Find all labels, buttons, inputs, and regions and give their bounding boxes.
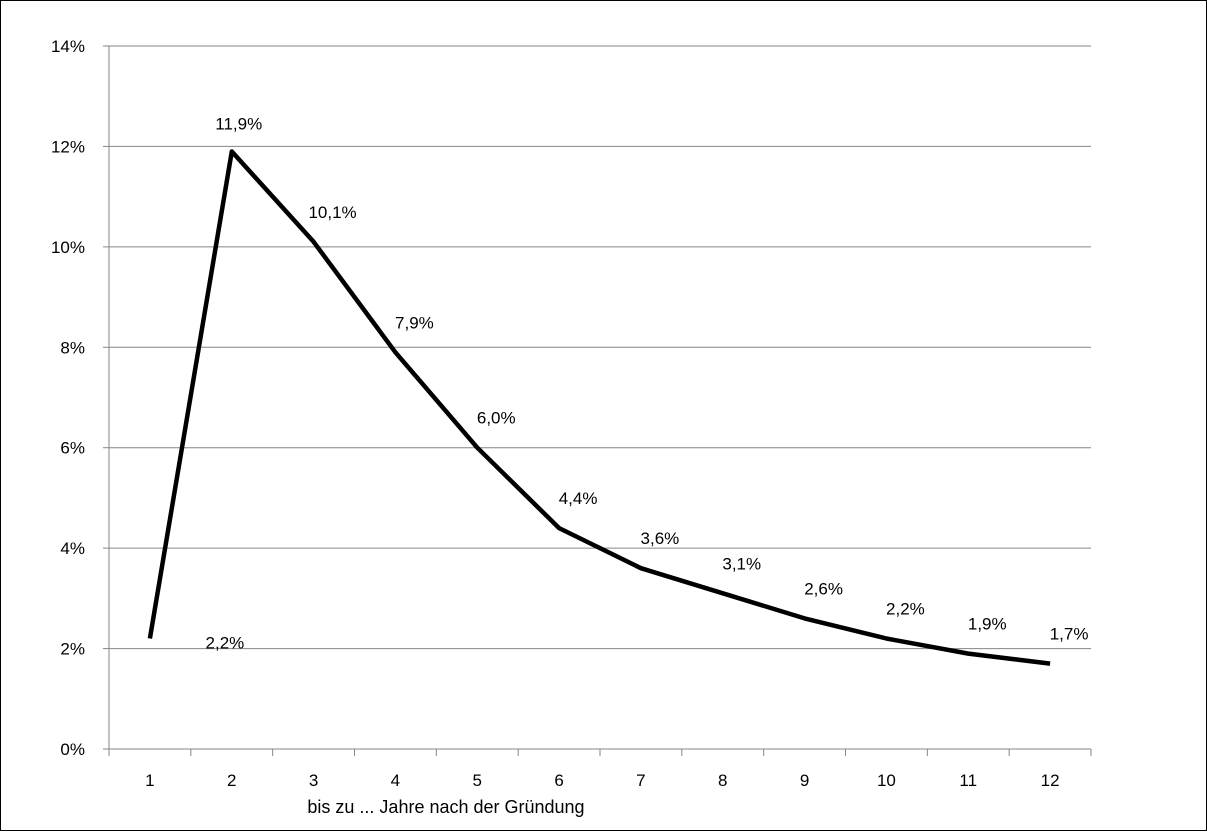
x-axis-tick-label: 11 (959, 771, 977, 790)
data-label: 4,4% (559, 489, 598, 508)
y-axis-tick-label: 4% (60, 539, 85, 558)
y-axis-tick-label: 2% (60, 640, 85, 659)
data-label: 10,1% (308, 203, 356, 222)
x-axis-tick-label: 5 (473, 771, 482, 790)
data-label: 11,9% (215, 114, 262, 133)
data-label: 1,7% (1050, 625, 1089, 644)
axes (103, 45, 1092, 756)
data-labels: 2,2% 11,9% 10,1% 7,9% 6,0% 4,4% 3,6% 3,1% 2,6% 2,… (206, 114, 1089, 652)
y-axis-tick-label: 12% (51, 137, 85, 156)
x-axis-tick-label: 9 (800, 771, 809, 790)
series-lines (147, 149, 1051, 666)
y-axis-tick-label: 0% (60, 740, 85, 759)
y-axis-tick-label: 8% (60, 338, 85, 357)
x-axis-tick-labels: 1 2 3 4 5 6 7 8 9 10 11 12 (145, 771, 1059, 790)
x-axis-tick-label: 4 (391, 771, 400, 790)
data-label: 2,2% (206, 634, 245, 653)
x-axis-tick-label: 2 (227, 771, 236, 790)
data-label: 7,9% (395, 313, 434, 332)
y-axis-tick-label: 6% (60, 439, 85, 458)
gridlines (109, 45, 1091, 650)
data-label: 6,0% (477, 409, 516, 428)
x-axis-tick-label: 10 (877, 771, 896, 790)
data-label: 2,6% (804, 579, 843, 598)
y-axis-tick-labels: 0% 2% 4% 6% 8% 10% 12% 14% (51, 37, 85, 759)
y-axis-tick-label: 14% (51, 37, 85, 56)
data-label: 1,9% (968, 615, 1007, 634)
data-label: 2,2% (886, 600, 925, 619)
x-axis-tick-label: 8 (718, 771, 727, 790)
x-axis-title: bis zu ... Jahre nach der Gründung (307, 797, 584, 817)
x-axis-tick-label: 3 (309, 771, 318, 790)
x-axis-tick-label: 1 (145, 771, 154, 790)
x-axis-tick-label: 6 (554, 771, 563, 790)
x-axis-tick-label: 12 (1041, 771, 1060, 790)
x-axis-tick-label: 7 (636, 771, 645, 790)
data-label: 3,6% (641, 529, 680, 548)
series-line (147, 149, 1051, 666)
data-label: 3,1% (722, 554, 761, 573)
y-axis-tick-label: 10% (51, 238, 85, 257)
